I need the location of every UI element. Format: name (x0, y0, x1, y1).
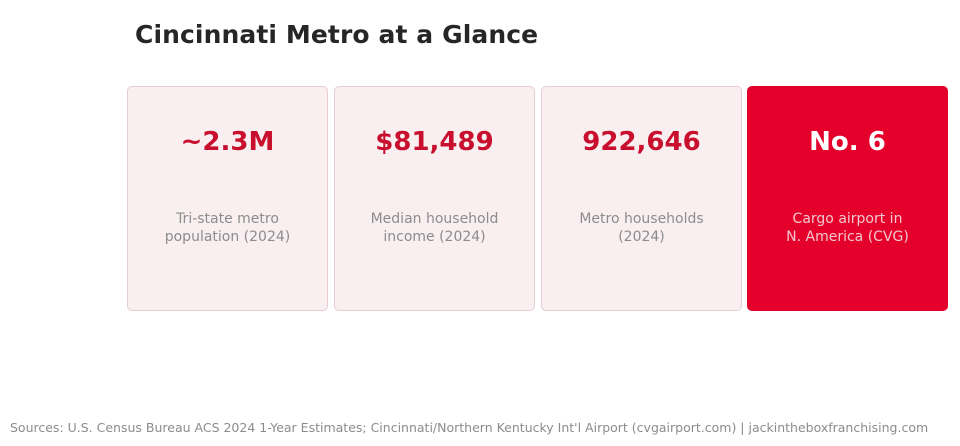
stat-label: Tri-state metro population (2024) (138, 210, 317, 246)
stat-label-line: Median household (370, 211, 499, 227)
stat-card-cargo-airport: No. 6 Cargo airport in N. America (CVG) (747, 86, 948, 311)
stat-card-income: $81,489 Median household income (2024) (334, 86, 535, 311)
stat-label-line: population (2024) (164, 229, 291, 245)
stat-value: 922,646 (582, 127, 701, 157)
page-title: Cincinnati Metro at a Glance (135, 20, 539, 49)
stat-value: No. 6 (809, 127, 886, 157)
stat-label-line: (2024) (618, 229, 665, 245)
stat-label: Metro households (2024) (552, 210, 731, 246)
stat-card-population: ~2.3M Tri-state metro population (2024) (127, 86, 328, 311)
stat-label: Median household income (2024) (345, 210, 524, 246)
stat-card-households: 922,646 Metro households (2024) (541, 86, 742, 311)
stat-value: $81,489 (375, 127, 494, 157)
stat-label-line: Tri-state metro (176, 211, 279, 227)
sources-footer: Sources: U.S. Census Bureau ACS 2024 1-Y… (10, 420, 929, 435)
stat-label-line: Cargo airport in (792, 211, 903, 227)
stat-label-line: Metro households (579, 211, 704, 227)
stat-label-line: N. America (CVG) (786, 229, 909, 245)
stat-label: Cargo airport in N. America (CVG) (758, 210, 937, 246)
stat-value: ~2.3M (180, 127, 275, 157)
stat-label-line: income (2024) (383, 229, 486, 245)
